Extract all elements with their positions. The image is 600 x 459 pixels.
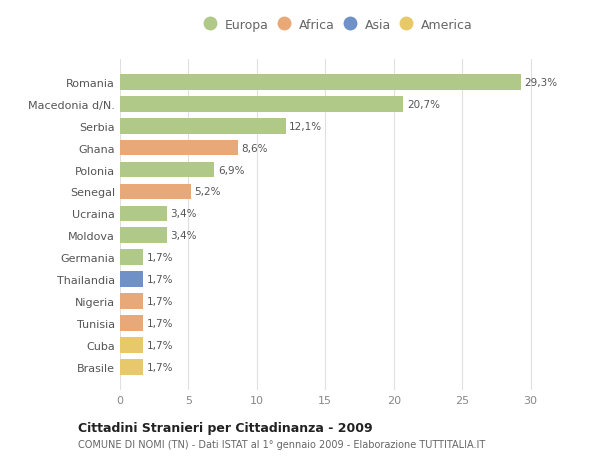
- Bar: [120, 228, 167, 244]
- Bar: [120, 118, 286, 134]
- Bar: [120, 96, 403, 112]
- Bar: [120, 206, 167, 222]
- Bar: [120, 140, 238, 156]
- Text: 3,4%: 3,4%: [170, 231, 196, 241]
- Text: 3,4%: 3,4%: [170, 209, 196, 219]
- Bar: [120, 359, 143, 375]
- Text: 1,7%: 1,7%: [146, 253, 173, 263]
- Bar: [120, 250, 143, 266]
- Bar: [120, 184, 191, 200]
- Text: 1,7%: 1,7%: [146, 362, 173, 372]
- Text: 29,3%: 29,3%: [524, 78, 557, 88]
- Legend: Europa, Africa, Asia, America: Europa, Africa, Asia, America: [203, 17, 475, 34]
- Text: 1,7%: 1,7%: [146, 274, 173, 285]
- Text: 20,7%: 20,7%: [407, 100, 440, 109]
- Bar: [120, 272, 143, 287]
- Text: 1,7%: 1,7%: [146, 341, 173, 350]
- Text: 12,1%: 12,1%: [289, 121, 322, 131]
- Text: 8,6%: 8,6%: [241, 143, 268, 153]
- Text: COMUNE DI NOMI (TN) - Dati ISTAT al 1° gennaio 2009 - Elaborazione TUTTITALIA.IT: COMUNE DI NOMI (TN) - Dati ISTAT al 1° g…: [78, 440, 485, 449]
- Bar: [120, 294, 143, 309]
- Bar: [120, 337, 143, 353]
- Text: 5,2%: 5,2%: [194, 187, 221, 197]
- Bar: [120, 316, 143, 331]
- Text: 6,9%: 6,9%: [218, 165, 244, 175]
- Bar: [120, 75, 521, 90]
- Text: 1,7%: 1,7%: [146, 319, 173, 329]
- Text: 1,7%: 1,7%: [146, 297, 173, 307]
- Bar: [120, 162, 214, 178]
- Text: Cittadini Stranieri per Cittadinanza - 2009: Cittadini Stranieri per Cittadinanza - 2…: [78, 421, 373, 435]
